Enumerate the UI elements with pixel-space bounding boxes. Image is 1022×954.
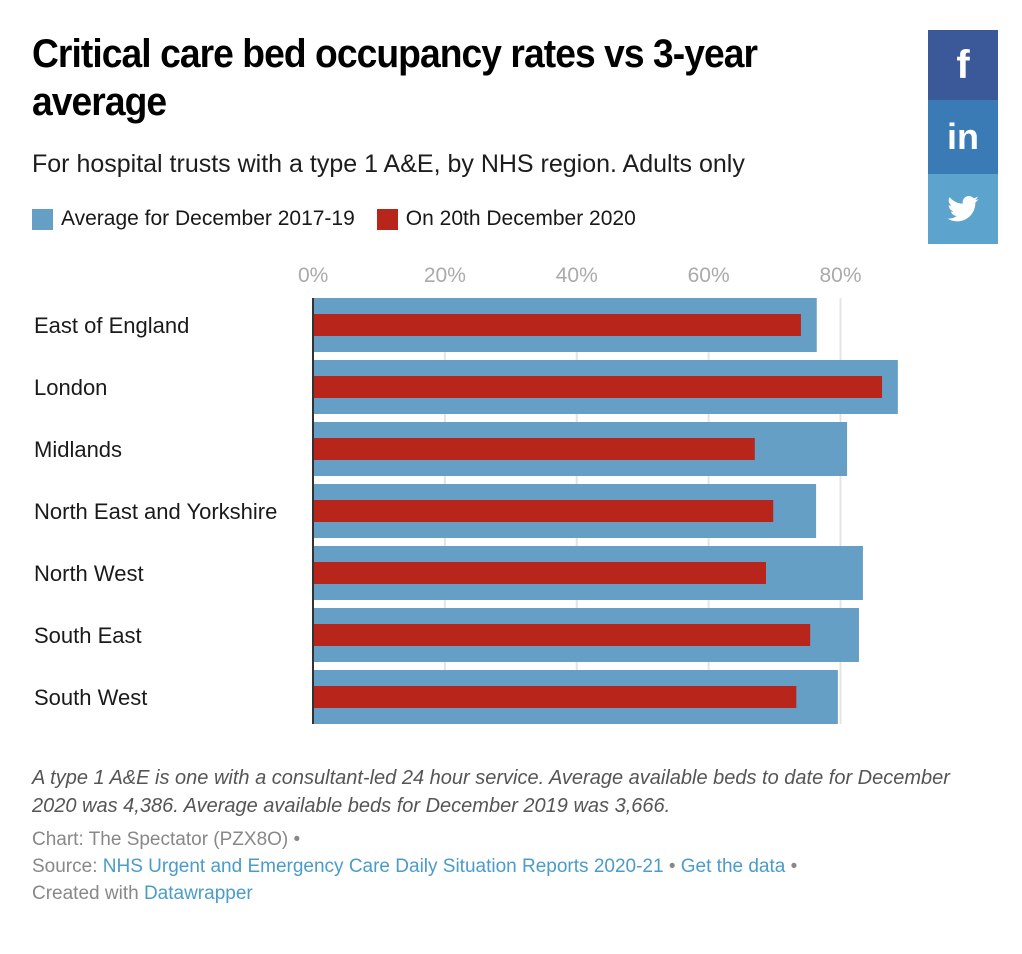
chart-credits: Chart: The Spectator (PZX8O) • Source: N… [32,826,797,907]
social-share-bar: f in [928,30,998,244]
facebook-share-button[interactable]: f [928,30,998,100]
bar-2020 [313,438,755,460]
credit-line-created: Created with Datawrapper [32,880,797,907]
linkedin-icon: in [947,116,979,157]
get-the-data-link[interactable]: Get the data [680,856,786,877]
bar-2020 [313,376,883,398]
twitter-icon [947,196,979,222]
category-label: London [34,375,107,400]
bar-2020 [313,686,797,708]
linkedin-share-button[interactable]: in [928,100,998,174]
x-tick-label: 0% [298,264,328,287]
category-label: South West [34,685,147,710]
twitter-share-button[interactable] [928,174,998,244]
category-label: East of England [34,313,189,338]
bar-chart: 0% 20% 40% 60% 80% East of England London Midla… [34,264,898,724]
category-label: North East and Yorkshire [34,499,277,524]
x-tick-label: 80% [819,264,861,287]
category-label: South East [34,623,142,648]
category-label: Midlands [34,437,122,462]
chart-title: Critical care bed occupancy rates vs 3-y… [32,32,758,124]
legend-label-2020: On 20th December 2020 [405,207,636,230]
bar-2020 [313,562,766,584]
category-label: North West [34,561,144,586]
source-link[interactable]: NHS Urgent and Emergency Care Daily Situ… [102,856,664,877]
chart-byline: Chart: The Spectator (PZX8O) [32,829,289,850]
legend-swatch-average [32,208,53,230]
created-prefix: Created with [32,883,144,904]
separator: • [785,856,798,877]
x-tick-label: 60% [688,264,730,287]
bar-2020 [313,624,811,646]
x-tick-label: 20% [424,264,466,287]
bar-2020 [313,314,801,336]
credit-line-chart: Chart: The Spectator (PZX8O) • [32,826,797,853]
facebook-icon: f [956,42,970,87]
source-prefix: Source: [32,856,103,877]
separator: • [663,856,681,877]
datawrapper-link[interactable]: Datawrapper [143,883,253,904]
separator: • [288,829,301,850]
legend-item-average: Average for December 2017-19 [32,207,355,231]
chart-subtitle: For hospital trusts with a type 1 A&E, b… [32,150,745,178]
legend: Average for December 2017-19 On 20th Dec… [32,207,658,231]
legend-label-average: Average for December 2017-19 [61,207,355,230]
credit-line-source: Source: NHS Urgent and Emergency Care Da… [32,853,797,880]
legend-swatch-2020 [376,208,398,230]
legend-item-2020: On 20th December 2020 [376,207,636,231]
x-tick-label: 40% [556,264,598,287]
bar-2020 [313,500,774,522]
chart-notes: A type 1 A&E is one with a consultant-le… [32,767,950,817]
